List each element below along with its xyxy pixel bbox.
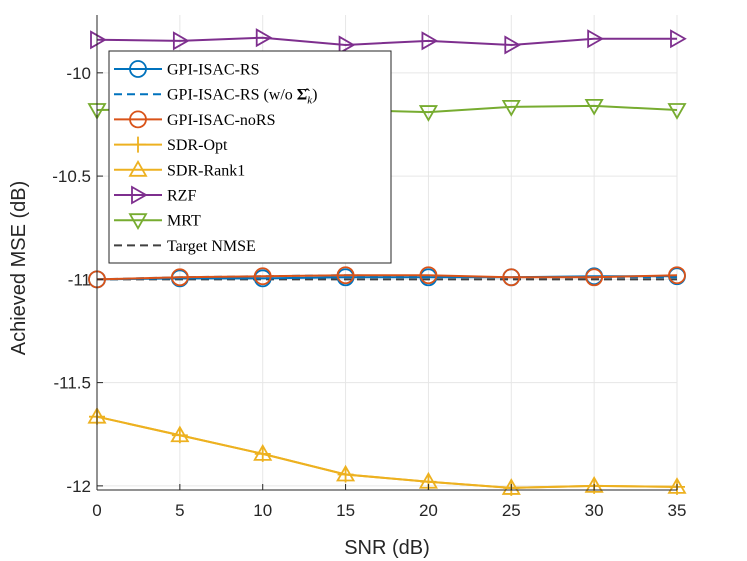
legend-marker [131,185,148,205]
legend-label-suffix: ) [312,87,317,104]
legend-label: GPI-ISAC-RS (w/o Σ̂k) [167,87,317,107]
legend-label: MRT [167,213,201,230]
x-tick-label: 20 [419,501,438,520]
legend-entry: GPI-ISAC-RS [114,60,259,79]
data-point [336,266,355,285]
data-point [255,28,273,48]
legend-label: SDR-Rank1 [167,162,245,179]
data-point [253,444,273,461]
legend-label: GPI-ISAC-noRS [167,112,275,129]
legend-entry: RZF [114,185,196,205]
legend-label: GPI-ISAC-RS [167,62,259,79]
y-tick-label: -10 [66,64,91,83]
y-tick-label: -11 [68,270,91,289]
legend: GPI-ISAC-RS GPI-ISAC-RS (w/o Σ̂k) GPI-ISAC… [108,50,392,264]
x-axis-title: SNR (dB) [344,537,430,559]
data-point [336,464,356,482]
y-tick-label: -10.5 [52,167,91,186]
subscript-k: k [307,95,313,107]
data-point [170,425,190,443]
x-tick-label: 5 [175,501,184,520]
series-2 [88,266,686,289]
legend-entry: SDR-Rank1 [114,159,245,179]
series-5 [90,28,687,55]
legend-label: Target NMSE [167,238,256,255]
x-tick-label: 35 [668,501,687,520]
data-point [501,478,521,495]
y-tick-label: -12 [66,477,91,496]
data-point [668,266,686,285]
data-point [501,100,521,117]
legend-marker [129,60,147,78]
legend-entry: GPI-ISAC-RS (w/o Σ̂k) [114,87,317,107]
data-point [90,30,107,50]
data-point [172,31,190,51]
data-point [667,477,687,494]
y-axis-title: Achieved MSE (dB) [8,181,30,356]
series-line [96,415,678,489]
data-point [587,29,604,49]
data-point [584,98,604,116]
data-point [504,35,522,55]
data-point [667,103,687,120]
legend-entry: Target NMSE [114,238,256,255]
axes: 0 5 10 15 20 25 30 35 -12 -11.5 -11 -10.5 -10 [52,15,686,520]
data-point [502,268,521,287]
x-tick-label: 0 [92,501,101,520]
legend-box [108,50,392,264]
data-point [253,267,272,286]
legend-marker [128,159,148,177]
x-tick-label: 30 [585,501,604,520]
y-tick-label: -11.5 [54,374,92,393]
x-tick-label: 15 [336,501,355,520]
x-tick-label: 10 [253,501,272,520]
data-point [421,31,439,51]
data-point [670,29,687,49]
data-point [584,476,604,493]
legend-marker [128,213,148,231]
legend-entry: MRT [114,213,201,231]
legend-marker [130,136,146,153]
data-point [419,266,438,285]
data-point [418,105,438,122]
legend-entry: GPI-ISAC-noRS [114,110,275,129]
data-point [585,268,604,287]
x-tick-label: 25 [502,501,521,520]
data-point [170,268,189,287]
legend-label: RZF [167,188,196,205]
legend-entry: SDR-Opt [114,136,228,154]
legend-label: SDR-Opt [167,137,228,154]
data-point [338,35,356,55]
sigma-hat-symbol: Σ̂ [297,87,310,104]
series-line [96,36,677,46]
series-line [96,274,678,281]
legend-marker [129,110,147,129]
